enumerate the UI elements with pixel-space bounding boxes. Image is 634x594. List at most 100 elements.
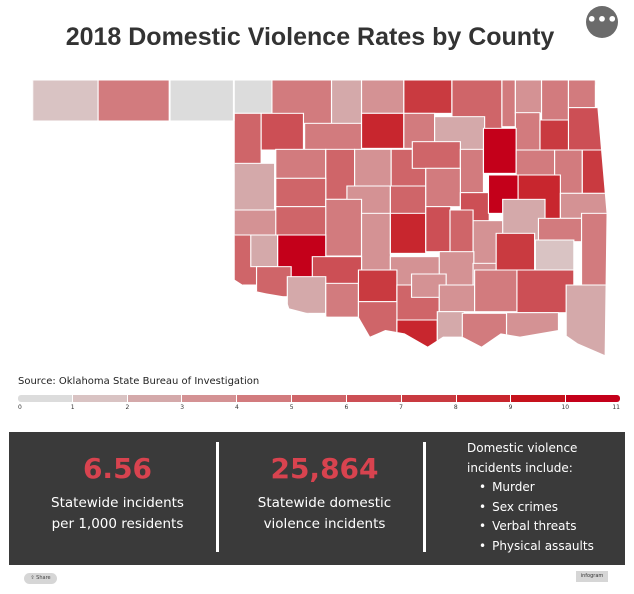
county-region[interactable] — [581, 149, 606, 194]
legend-tick: 6 — [344, 404, 349, 411]
stats-panel: 6.56 Statewide incidents per 1,000 reside… — [9, 432, 625, 565]
county-region[interactable] — [482, 127, 517, 174]
ellipsis-icon: ••• — [586, 10, 618, 29]
share-button[interactable]: ⇪ Share — [24, 573, 57, 584]
incident-types: Domestic violence incidents include: Mur… — [467, 439, 594, 556]
county-region[interactable] — [534, 239, 575, 271]
more-options-button[interactable]: ••• — [586, 6, 618, 38]
county-region[interactable] — [567, 107, 604, 151]
county-region[interactable] — [32, 80, 99, 122]
source-note: Source: Oklahoma State Bureau of Investi… — [18, 376, 260, 387]
legend-tick: 5 — [289, 404, 294, 411]
legend-swatch — [292, 395, 347, 402]
legend-swatch — [401, 395, 457, 402]
divider — [423, 442, 426, 552]
stat-value: 25,864 — [270, 452, 379, 485]
list-item: Sex crimes — [479, 498, 594, 518]
county-region[interactable] — [354, 148, 392, 187]
county-region[interactable] — [97, 80, 170, 122]
color-legend — [18, 395, 620, 402]
share-label: Share — [36, 575, 51, 581]
county-region[interactable] — [474, 269, 518, 313]
county-region[interactable] — [330, 80, 363, 125]
legend-swatch — [127, 395, 183, 402]
county-region[interactable] — [580, 212, 609, 286]
county-region[interactable] — [514, 80, 543, 114]
legend-swatch — [72, 395, 128, 402]
county-region[interactable] — [357, 301, 398, 343]
county-region[interactable] — [169, 80, 235, 122]
county-region[interactable] — [459, 148, 485, 194]
legend-tick: 3 — [180, 404, 185, 411]
county-region[interactable] — [501, 80, 516, 128]
county-region[interactable] — [275, 148, 327, 179]
legend-tick: 9 — [508, 404, 513, 411]
legend-swatch — [346, 395, 402, 402]
legend-tick: 4 — [234, 404, 239, 411]
county-region[interactable] — [461, 312, 508, 351]
county-region[interactable] — [360, 212, 391, 271]
stat-rate: 6.56 Statewide incidents per 1,000 reside… — [15, 432, 220, 535]
county-region[interactable] — [565, 284, 608, 357]
legend-tick: 1 — [70, 404, 75, 411]
stat-value: 6.56 — [82, 452, 153, 485]
legend-swatch — [182, 395, 238, 402]
county-region[interactable] — [396, 319, 438, 351]
county-region[interactable] — [539, 119, 570, 151]
county-region[interactable] — [438, 284, 476, 313]
legend-swatch — [237, 395, 293, 402]
legend-swatch — [18, 395, 73, 402]
stat-label: violence incidents — [263, 516, 386, 532]
county-region[interactable] — [304, 122, 363, 151]
list-item: Murder — [479, 478, 594, 498]
county-region[interactable] — [360, 80, 405, 114]
county-region[interactable] — [325, 282, 360, 324]
county-region[interactable] — [389, 212, 427, 254]
county-region[interactable] — [540, 80, 570, 121]
county-region[interactable] — [425, 167, 461, 208]
county-region[interactable] — [389, 185, 427, 215]
county-region[interactable] — [260, 112, 305, 151]
county-region[interactable] — [436, 311, 465, 343]
county-region[interactable] — [286, 276, 327, 314]
county-region[interactable] — [515, 269, 575, 314]
stat-label: Statewide incidents — [51, 495, 184, 511]
county-region[interactable] — [255, 266, 292, 298]
infogram-logo[interactable]: infogram — [576, 571, 608, 582]
list-heading: Domestic violence — [467, 441, 578, 455]
county-region[interactable] — [357, 269, 398, 303]
county-region[interactable] — [275, 177, 327, 208]
county-region[interactable] — [275, 206, 329, 237]
stat-incidents: 25,864 Statewide domestic violence incide… — [222, 432, 427, 535]
oklahoma-county-map — [32, 80, 609, 357]
county-region[interactable] — [360, 112, 405, 149]
county-region[interactable] — [495, 232, 536, 274]
county-region[interactable] — [233, 162, 276, 211]
county-region[interactable] — [425, 206, 452, 253]
stat-label: per 1,000 residents — [51, 516, 184, 532]
county-region[interactable] — [233, 112, 262, 173]
county-region[interactable] — [411, 141, 461, 169]
legend-tick: 11 — [612, 404, 620, 411]
county-region[interactable] — [514, 112, 541, 157]
county-region[interactable] — [250, 234, 279, 268]
county-region[interactable] — [325, 198, 363, 257]
county-region[interactable] — [567, 80, 596, 109]
list-heading: incidents include: — [467, 460, 573, 475]
share-icon: ⇪ — [30, 575, 37, 581]
county-region[interactable] — [449, 209, 474, 254]
county-region[interactable] — [403, 80, 453, 114]
list-item: Physical assaults — [479, 537, 594, 557]
county-region[interactable] — [537, 217, 584, 243]
county-region[interactable] — [505, 312, 560, 340]
legend-swatch — [511, 395, 567, 402]
legend-ticks: 0 1 2 3 4 5 6 7 8 9 10 11 — [18, 404, 620, 414]
page-title: 2018 Domestic Violence Rates by County — [65, 23, 555, 51]
stat-label: Statewide domestic — [257, 495, 392, 511]
legend-tick: 7 — [399, 404, 403, 411]
legend-tick: 8 — [453, 404, 458, 411]
legend-tick: 2 — [125, 404, 130, 411]
divider — [216, 442, 219, 552]
legend-tick: 10 — [561, 404, 570, 411]
legend-swatch — [456, 395, 512, 402]
